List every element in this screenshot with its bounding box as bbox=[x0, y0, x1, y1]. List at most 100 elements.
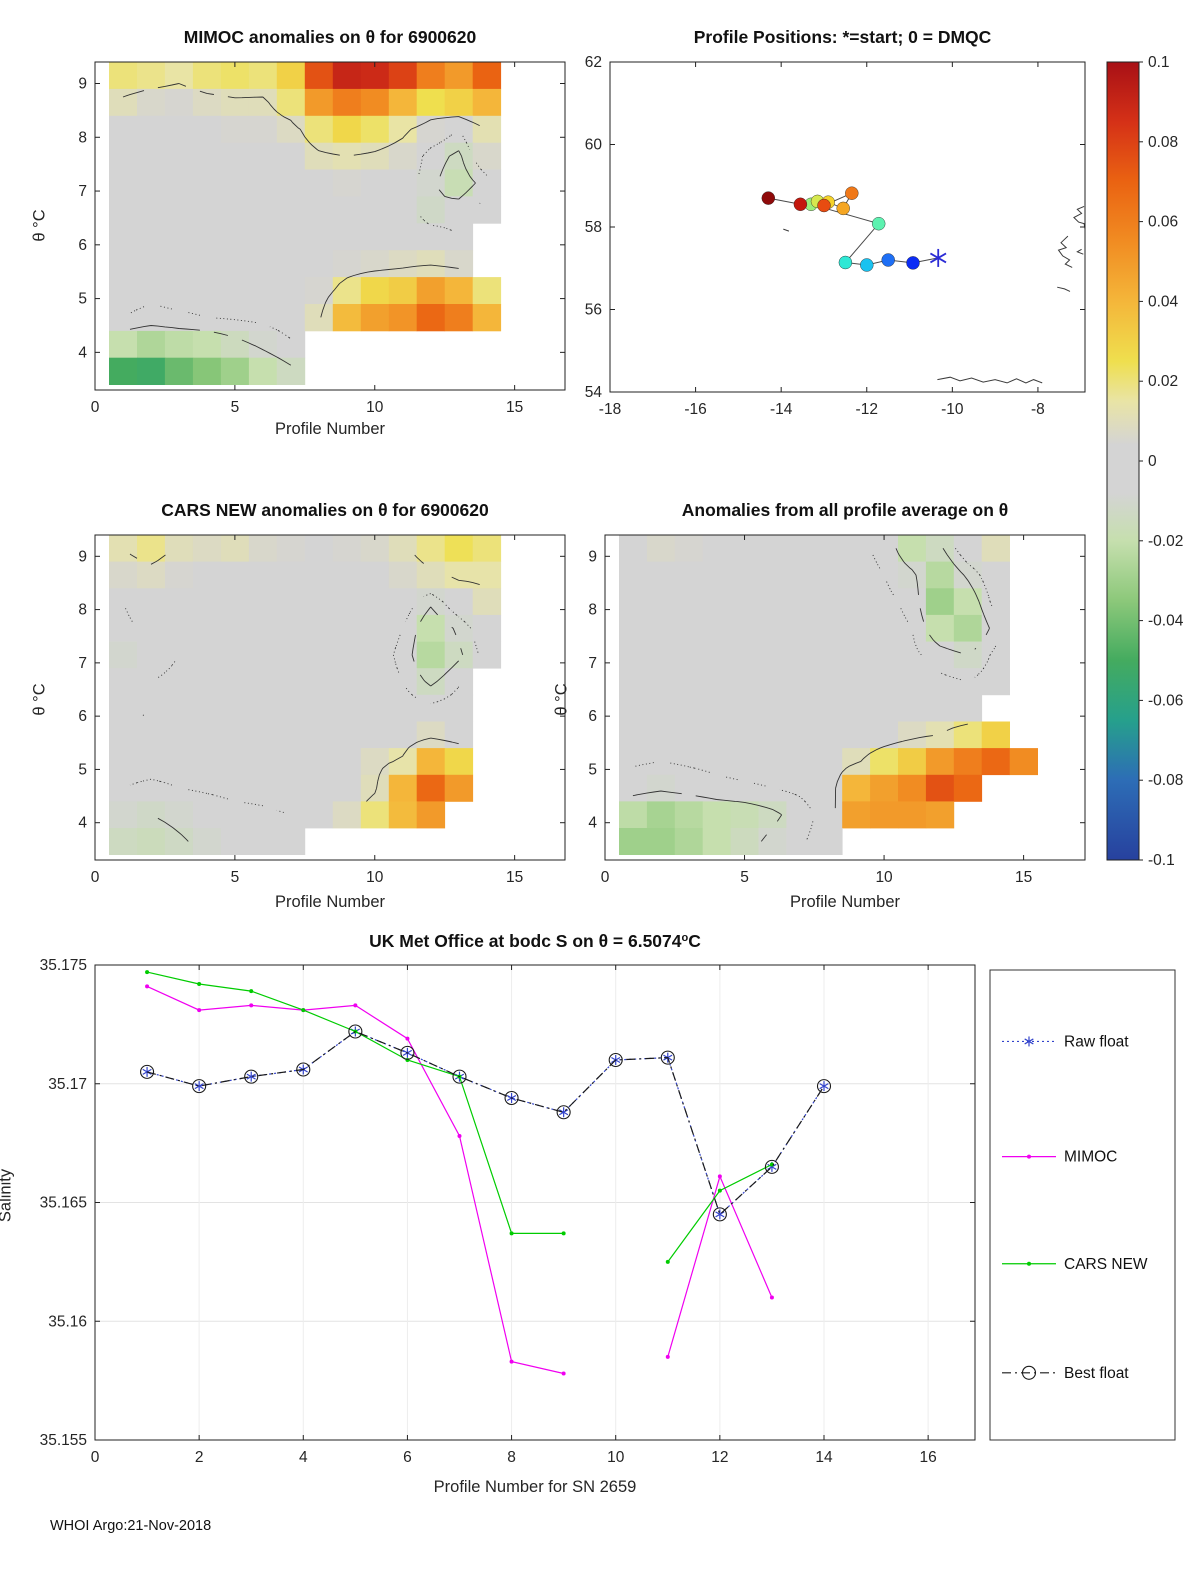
svg-text:4: 4 bbox=[299, 1449, 308, 1466]
gridlines bbox=[94, 964, 975, 1441]
salinity-title-degree: o bbox=[681, 932, 689, 944]
svg-text:0.04: 0.04 bbox=[1148, 293, 1179, 310]
profile-position-markers bbox=[761, 186, 947, 272]
svg-text:4: 4 bbox=[588, 815, 597, 832]
legend-entry-best-float: Best float bbox=[1002, 1365, 1129, 1382]
mimoc-heatmap-ylabel: θ °C bbox=[30, 209, 49, 242]
svg-text:-0.08: -0.08 bbox=[1148, 772, 1183, 789]
svg-text:10: 10 bbox=[875, 869, 893, 886]
svg-text:0: 0 bbox=[91, 399, 100, 416]
svg-text:62: 62 bbox=[585, 54, 602, 71]
svg-text:7: 7 bbox=[78, 183, 87, 200]
svg-text:10: 10 bbox=[366, 399, 384, 416]
svg-text:54: 54 bbox=[585, 384, 603, 401]
avg-heatmap: 0 5 10 15 4 5 6 7 8 9 bbox=[588, 534, 1086, 886]
svg-text:35.16: 35.16 bbox=[48, 1313, 87, 1330]
svg-text:9: 9 bbox=[78, 548, 87, 565]
contour-line-0.012 bbox=[122, 83, 480, 318]
svg-text:Best float: Best float bbox=[1064, 1365, 1129, 1382]
svg-text:10: 10 bbox=[366, 869, 384, 886]
salinity-chart-title: UK Met Office at bodc S on θ = 6.5074oC bbox=[95, 931, 975, 952]
svg-text:0: 0 bbox=[91, 869, 100, 886]
anomaly-colorbar: 0.1 0.08 0.06 0.04 0.02 0 -0.02 -0.04 -0.06 -0.08… bbox=[1106, 54, 1184, 869]
svg-text:6: 6 bbox=[588, 708, 597, 725]
contour-line--0.012 bbox=[129, 150, 476, 366]
svg-text:-14: -14 bbox=[770, 401, 793, 418]
legend-box: Raw float MIMOC CARS NEW Best float bbox=[989, 969, 1176, 1441]
avg-heatmap-xlabel: Profile Number bbox=[789, 893, 901, 911]
svg-text:58: 58 bbox=[585, 219, 602, 236]
salinity-chart-ylabel: Salinity bbox=[0, 1168, 15, 1223]
svg-text:-0.06: -0.06 bbox=[1148, 692, 1183, 709]
svg-text:2: 2 bbox=[195, 1449, 204, 1466]
series-cars-new bbox=[145, 970, 774, 1264]
svg-text:9: 9 bbox=[78, 76, 87, 93]
svg-text:7: 7 bbox=[78, 655, 87, 672]
svg-text:-10: -10 bbox=[941, 401, 964, 418]
mimoc-heatmap: 0 5 10 15 4 5 6 7 8 9 bbox=[78, 61, 566, 416]
svg-text:60: 60 bbox=[585, 137, 603, 154]
svg-text:5: 5 bbox=[588, 761, 597, 778]
salinity-comparison: 0 2 4 6 8 10 12 14 16 35.155 35.16 35.165 35.17 35.17… bbox=[40, 957, 976, 1466]
svg-text:35.165: 35.165 bbox=[40, 1195, 87, 1212]
svg-text:14: 14 bbox=[815, 1449, 833, 1466]
svg-text:8: 8 bbox=[588, 602, 597, 619]
avg-heatmap-title: Anomalies from all profile average on θ bbox=[681, 500, 1009, 520]
svg-text:15: 15 bbox=[506, 869, 523, 886]
svg-text:MIMOC: MIMOC bbox=[1064, 1149, 1117, 1166]
mimoc-heatmap-cells bbox=[109, 62, 502, 385]
svg-text:7: 7 bbox=[588, 655, 597, 672]
svg-text:5: 5 bbox=[231, 399, 240, 416]
contour-line-0.012 bbox=[129, 553, 480, 802]
contour-line--0.004 bbox=[129, 134, 488, 340]
series-mimoc bbox=[145, 984, 774, 1376]
svg-text:6: 6 bbox=[78, 708, 87, 725]
series-best-float bbox=[140, 1024, 832, 1222]
legend-entry-mimoc: MIMOC bbox=[1002, 1149, 1117, 1166]
avg-heatmap-ylabel: θ °C bbox=[552, 683, 571, 716]
contour-line--0.004 bbox=[632, 548, 997, 842]
svg-text:6: 6 bbox=[78, 237, 87, 254]
svg-text:35.17: 35.17 bbox=[48, 1076, 87, 1093]
svg-text:CARS NEW: CARS NEW bbox=[1064, 1256, 1148, 1273]
svg-text:56: 56 bbox=[585, 302, 602, 319]
svg-text:-0.1: -0.1 bbox=[1148, 852, 1175, 869]
svg-text:0.02: 0.02 bbox=[1148, 373, 1178, 390]
svg-text:-0.04: -0.04 bbox=[1148, 613, 1184, 630]
salinity-title-main: UK Met Office at bodc S on θ = 6.5074 bbox=[369, 931, 682, 951]
profile-map: -18 -16 -14 -12 -10 -8 54 56 58 60 62 bbox=[585, 54, 1086, 418]
svg-text:12: 12 bbox=[711, 1449, 728, 1466]
svg-text:0.06: 0.06 bbox=[1148, 214, 1178, 231]
cars-heatmap: 0 5 10 15 4 5 6 7 8 9 bbox=[78, 534, 566, 886]
profile-map-title: Profile Positions: *=start; 0 = DMQC bbox=[693, 27, 992, 47]
contour-line-0.012 bbox=[834, 723, 968, 809]
svg-text:15: 15 bbox=[1015, 869, 1032, 886]
svg-text:0.08: 0.08 bbox=[1148, 134, 1178, 151]
svg-text:6: 6 bbox=[403, 1449, 412, 1466]
contour-line--0.004 bbox=[125, 593, 480, 813]
avg-heatmap-cells bbox=[619, 535, 1038, 855]
contour-line--0.012 bbox=[632, 548, 990, 842]
svg-text:8: 8 bbox=[507, 1449, 516, 1466]
svg-text:15: 15 bbox=[506, 399, 523, 416]
cars-heatmap-cells bbox=[109, 535, 502, 855]
svg-text:0: 0 bbox=[1148, 453, 1157, 470]
svg-text:-8: -8 bbox=[1031, 401, 1045, 418]
svg-text:-16: -16 bbox=[684, 401, 706, 418]
svg-text:4: 4 bbox=[78, 815, 87, 832]
svg-text:5: 5 bbox=[78, 291, 87, 308]
svg-text:35.175: 35.175 bbox=[40, 957, 87, 974]
svg-text:8: 8 bbox=[78, 129, 87, 146]
svg-text:0: 0 bbox=[601, 869, 610, 886]
svg-text:4: 4 bbox=[78, 344, 87, 361]
svg-text:0: 0 bbox=[91, 1449, 100, 1466]
svg-text:5: 5 bbox=[78, 761, 87, 778]
svg-text:-12: -12 bbox=[856, 401, 878, 418]
legend-entry-cars-new: CARS NEW bbox=[1002, 1256, 1148, 1273]
footer-timestamp: WHOI Argo:21-Nov-2018 bbox=[50, 1518, 212, 1534]
coastline bbox=[783, 205, 1086, 384]
svg-text:9: 9 bbox=[588, 548, 597, 565]
svg-text:0.1: 0.1 bbox=[1148, 54, 1170, 71]
mimoc-heatmap-xlabel: Profile Number bbox=[274, 420, 386, 438]
